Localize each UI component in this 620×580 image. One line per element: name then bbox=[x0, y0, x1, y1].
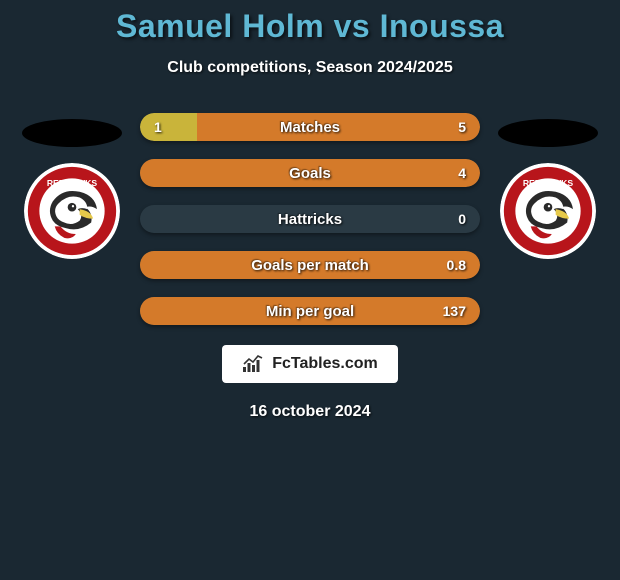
stat-value-right: 0.8 bbox=[447, 251, 466, 279]
stat-bar: Matches1 5 bbox=[140, 113, 480, 141]
page-title: Samuel Holm vs Inoussa bbox=[0, 8, 620, 45]
date-text: 16 october 2024 bbox=[250, 403, 371, 421]
shadow-ellipse-right bbox=[498, 119, 598, 147]
player1-side: REDHAWKS bbox=[22, 113, 122, 259]
redhawks-badge-icon: REDHAWKS bbox=[24, 163, 120, 259]
stat-value-right: 4 bbox=[458, 159, 466, 187]
stat-label: Goals per match bbox=[140, 251, 480, 279]
stat-value-right: 5 bbox=[458, 113, 466, 141]
comparison-infographic: Samuel Holm vs Inoussa Club competitions… bbox=[0, 0, 620, 421]
stat-label: Min per goal bbox=[140, 297, 480, 325]
stat-bar: Goals per match0.8 bbox=[140, 251, 480, 279]
brand-text: FcTables.com bbox=[272, 355, 378, 373]
stat-label: Matches bbox=[140, 113, 480, 141]
stat-label: Goals bbox=[140, 159, 480, 187]
stat-bars: Matches1 5 Goals4 Hattricks0 Goals per match… bbox=[140, 113, 480, 325]
stat-value-right: 0 bbox=[458, 205, 466, 233]
stat-bar: Goals4 bbox=[140, 159, 480, 187]
player2-side: REDHAWKS bbox=[498, 113, 598, 259]
brand-box: FcTables.com bbox=[222, 345, 398, 383]
main-row: REDHAWKS Matches1 5 Goals4 Hattricks0 Goals … bbox=[0, 113, 620, 325]
shadow-ellipse-left bbox=[22, 119, 122, 147]
svg-text:REDHAWKS: REDHAWKS bbox=[523, 178, 574, 188]
player2-team-badge: REDHAWKS bbox=[500, 163, 596, 259]
subtitle: Club competitions, Season 2024/2025 bbox=[0, 59, 620, 77]
stat-value-left: 1 bbox=[154, 113, 162, 141]
stat-label: Hattricks bbox=[140, 205, 480, 233]
stat-bar: Hattricks0 bbox=[140, 205, 480, 233]
footer: FcTables.com 16 october 2024 bbox=[0, 345, 620, 421]
stat-value-right: 137 bbox=[443, 297, 466, 325]
svg-text:REDHAWKS: REDHAWKS bbox=[47, 178, 98, 188]
player1-team-badge: REDHAWKS bbox=[24, 163, 120, 259]
redhawks-badge-icon: REDHAWKS bbox=[500, 163, 596, 259]
chart-icon bbox=[242, 355, 264, 373]
stat-bar: Min per goal137 bbox=[140, 297, 480, 325]
